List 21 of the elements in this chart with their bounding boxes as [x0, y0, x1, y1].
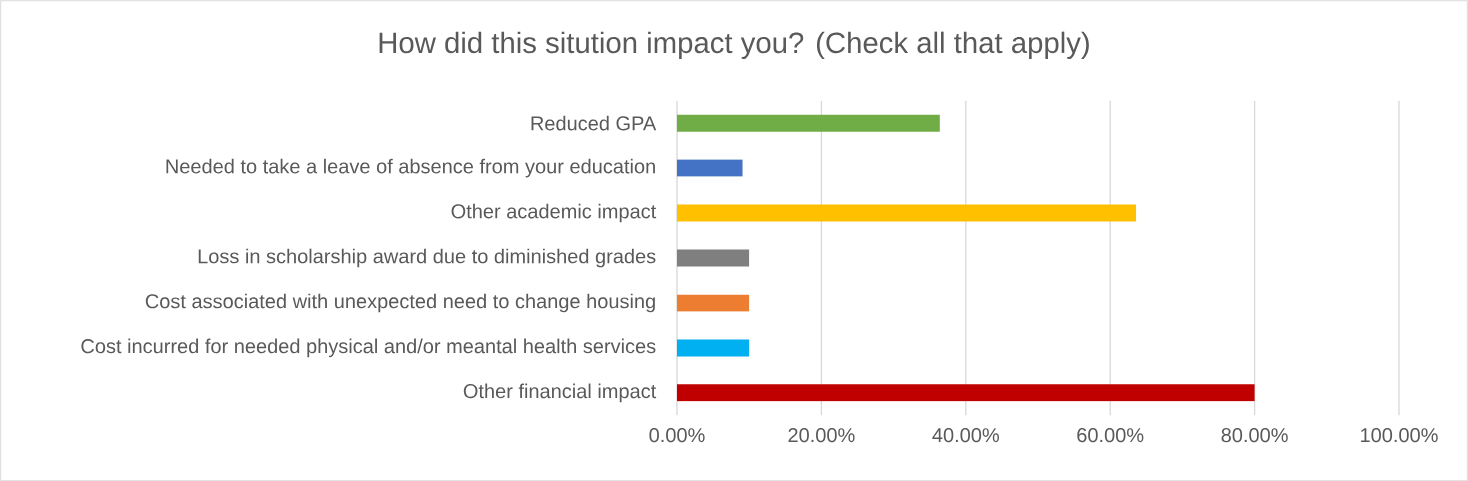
- x-tick-label: 60.00%: [1077, 427, 1144, 443]
- bar: [677, 159, 743, 177]
- y-tick-label: Cost incurred for needed physical and/or meantal health services: [81, 338, 656, 358]
- chart-title: How did this sitution impact you? (Check all that apply): [379, 31, 1089, 59]
- x-tick-label: 100.00%: [1361, 427, 1438, 443]
- x-tick-label: 20.00%: [788, 427, 855, 443]
- bar: [677, 204, 1137, 222]
- x-tick-label: 40.00%: [932, 427, 999, 443]
- y-tick-label: Other academic impact: [451, 203, 657, 223]
- bar: [677, 294, 750, 312]
- bar: [677, 384, 1255, 402]
- bar: [677, 249, 750, 267]
- y-tick-label: Reduced GPA: [531, 115, 657, 131]
- y-tick-label: Needed to take a leave of absence from your education: [166, 158, 655, 178]
- bar: [677, 114, 940, 132]
- y-tick-label: Loss in scholarship award due to diminished grades: [198, 248, 656, 268]
- x-tick-label: 0.00%: [649, 427, 705, 443]
- y-tick-label: Cost associated with unexpected need to change housing: [145, 293, 655, 313]
- x-tick-label: 80.00%: [1221, 427, 1288, 443]
- bar: [677, 339, 750, 357]
- y-tick-label: Other financial impact: [463, 383, 657, 403]
